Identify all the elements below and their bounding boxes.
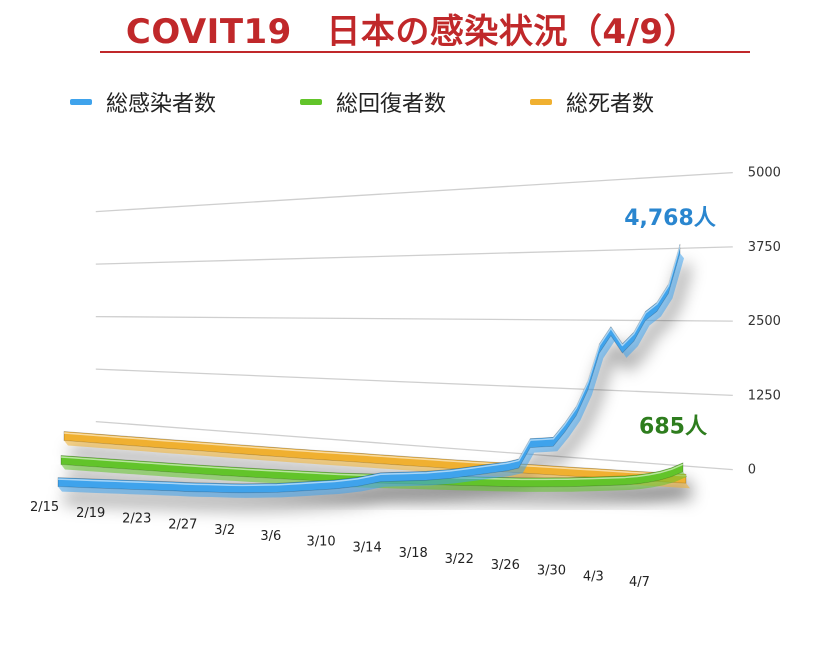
gridline: [95, 420, 733, 471]
x-tick-label: 3/6: [260, 529, 281, 544]
x-tick-label: 3/18: [399, 546, 428, 561]
legend-item-deaths: 総死者数: [530, 86, 654, 118]
title-underline: [100, 51, 750, 53]
data-label: 4,768人: [624, 206, 716, 231]
x-tick-label: 4/3: [583, 569, 604, 584]
chart-legend: 総感染者数 総回復者数 総死者数: [0, 86, 824, 118]
legend-item-recovered: 総回復者数: [300, 86, 446, 118]
data-label: 685人: [639, 414, 707, 439]
legend-label-recovered: 総回復者数: [336, 92, 447, 117]
y-tick-label: 0: [748, 463, 756, 478]
x-tick-label: 2/15: [30, 500, 59, 515]
series-line: [57, 245, 681, 487]
x-tick-label: 2/27: [168, 517, 197, 532]
gridline: [95, 315, 733, 322]
x-tick-label: 3/22: [445, 552, 474, 567]
x-tick-label: 2/23: [122, 512, 151, 527]
series-ribbon-side: [64, 440, 690, 489]
y-tick-label: 1250: [748, 388, 781, 403]
x-tick-label: 3/10: [306, 535, 335, 550]
y-tick-label: 2500: [748, 314, 781, 329]
chart-title: COVIT19 日本の感染状況（4/9）: [125, 12, 699, 52]
y-tick-label: 3750: [748, 240, 781, 255]
y-tick-label: 5000: [748, 166, 781, 181]
series-line: [63, 432, 687, 477]
x-tick-label: 3/2: [214, 523, 235, 538]
x-tick-label: 3/30: [537, 564, 566, 579]
legend-swatch-recovered: [300, 99, 322, 105]
x-tick-label: 4/7: [629, 575, 650, 590]
x-tick-label: 2/19: [76, 506, 105, 521]
series-shadow: [63, 263, 692, 511]
legend-swatch-infected: [70, 99, 92, 105]
legend-swatch-deaths: [530, 99, 552, 105]
gridline: [95, 246, 733, 265]
legend-label-deaths: 総死者数: [566, 92, 655, 117]
x-tick-label: 3/26: [491, 558, 520, 573]
gridline: [95, 368, 733, 396]
x-tick-label: 3/14: [353, 540, 382, 555]
legend-item-infected: 総感染者数: [70, 86, 216, 118]
legend-label-infected: 総感染者数: [106, 92, 217, 117]
gridline: [95, 171, 733, 213]
